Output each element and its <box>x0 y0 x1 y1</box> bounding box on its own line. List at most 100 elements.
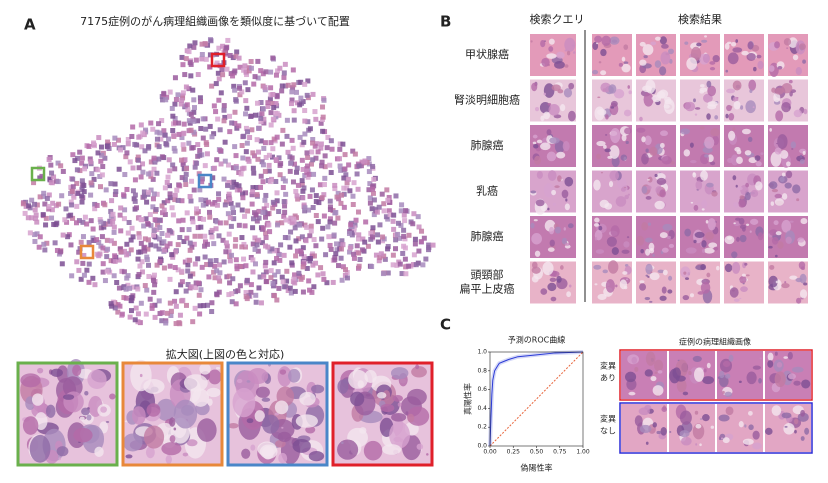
thumbnail <box>250 241 256 247</box>
tissue-structure <box>609 170 620 181</box>
tissue-structure <box>620 187 626 192</box>
tissue-structure <box>679 430 690 438</box>
tissue-structure <box>634 366 639 373</box>
thumbnail <box>370 225 376 231</box>
tissue-structure <box>768 181 778 190</box>
tissue-structure <box>690 46 702 62</box>
thumbnail <box>232 68 238 74</box>
tissue-structure <box>768 275 778 288</box>
thumbnail <box>236 222 242 228</box>
thumbnail <box>274 297 280 303</box>
tissue-structure <box>625 278 629 281</box>
thumbnail <box>167 276 173 282</box>
tissue-structure <box>748 79 757 91</box>
thumbnail <box>306 171 312 177</box>
tissue-structure <box>706 182 714 188</box>
thumbnail <box>137 263 143 269</box>
thumbnail <box>203 126 209 132</box>
thumbnail <box>253 292 259 298</box>
tissue-structure <box>650 41 657 46</box>
thumbnail <box>243 149 249 155</box>
plot-frame <box>489 351 584 447</box>
thumbnail <box>180 297 186 303</box>
thumbnail <box>199 52 205 58</box>
tissue-structure <box>571 44 575 47</box>
thumbnail <box>347 188 353 194</box>
thumbnail <box>287 285 293 291</box>
thumbnail <box>246 293 252 299</box>
tissue-structure <box>707 218 716 231</box>
thumbnail <box>223 249 229 255</box>
thumbnail <box>258 300 264 306</box>
thumbnail <box>147 212 153 218</box>
thumbnail <box>68 242 74 248</box>
tissue-structure <box>705 231 714 240</box>
thumbnail <box>108 238 114 244</box>
tissue-structure <box>550 296 557 302</box>
tissue-structure <box>721 390 725 394</box>
thumbnail <box>410 221 416 227</box>
tissue-structure <box>660 426 667 436</box>
thumbnail <box>258 119 264 125</box>
thumbnail <box>292 161 298 167</box>
thumbnail <box>55 179 61 185</box>
thumbnail <box>98 219 104 225</box>
tissue-structure <box>363 440 383 461</box>
tissue-structure <box>800 436 805 441</box>
thumbnail <box>47 177 53 183</box>
tissue-structure <box>793 109 802 118</box>
tissue-structure <box>649 146 658 156</box>
thumbnail <box>234 263 240 269</box>
thumbnail <box>86 240 92 246</box>
thumbnail <box>302 173 308 179</box>
thumbnail <box>243 69 249 75</box>
thumbnail <box>108 258 114 264</box>
tissue-structure <box>87 369 107 390</box>
tissue-structure <box>530 40 533 43</box>
thumbnail <box>52 240 58 246</box>
thumbnail <box>190 219 196 225</box>
tissue-structure <box>84 390 89 396</box>
thumbnail <box>136 134 142 140</box>
tissue-structure <box>690 159 697 164</box>
thumbnail <box>199 56 205 62</box>
thumbnail <box>145 246 151 252</box>
thumbnail <box>90 226 96 232</box>
thumbnail <box>234 187 240 193</box>
thumbnail <box>105 246 111 252</box>
tissue-structure <box>603 144 607 149</box>
thumbnail <box>187 257 193 263</box>
thumbnail <box>259 111 265 117</box>
thumbnail <box>225 37 231 43</box>
thumbnail <box>132 192 138 198</box>
thumbnail <box>142 236 148 242</box>
thumbnail <box>177 183 183 189</box>
thumbnail <box>124 186 130 192</box>
tissue-structure <box>610 127 621 144</box>
thumbnail <box>218 90 224 96</box>
thumbnail <box>288 101 294 107</box>
tissue-structure <box>649 300 653 303</box>
thumbnail <box>193 285 199 291</box>
thumbnail <box>79 155 85 161</box>
thumbnail <box>312 143 318 149</box>
tissue-image <box>765 404 811 452</box>
thumbnail <box>359 159 365 165</box>
tissue-structure <box>692 172 696 176</box>
tissue-image <box>717 351 763 399</box>
tissue-structure <box>799 159 805 165</box>
thumbnail <box>339 238 345 244</box>
thumbnail <box>313 199 319 205</box>
tissue-structure <box>758 378 762 384</box>
thumbnail <box>343 172 349 178</box>
panel-label: B <box>440 13 451 31</box>
tissue-structure <box>37 367 44 374</box>
thumbnail <box>44 240 50 246</box>
thumbnail <box>307 258 313 264</box>
group-label: あり <box>600 374 616 383</box>
tissue-structure <box>610 106 615 109</box>
tissue-structure <box>777 65 783 70</box>
tissue-structure <box>800 218 808 225</box>
x-tick-label: 0.75 <box>553 449 567 456</box>
thumbnail <box>189 178 195 184</box>
